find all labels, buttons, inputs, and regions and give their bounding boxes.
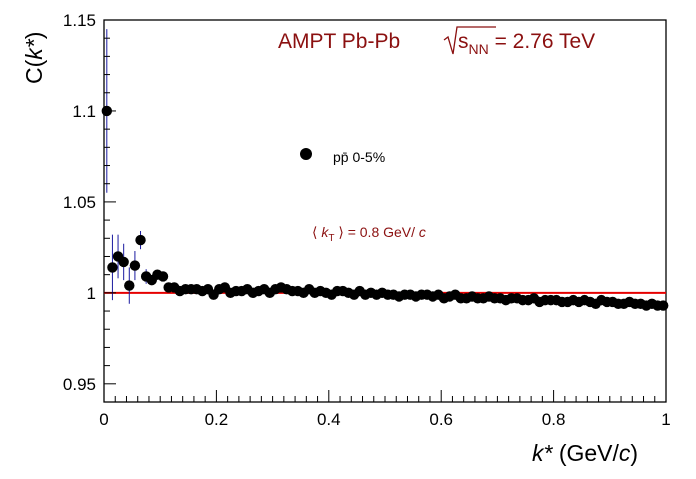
x-tick-layer: 0 0.2 0.4 0.6 0.8 1: [99, 390, 671, 429]
y-tick-label: 0.95: [63, 375, 96, 394]
x-tick-label: 1: [661, 410, 670, 429]
energy-variable: sNN = 2.76 TeV: [458, 30, 595, 57]
data-point: [118, 256, 129, 268]
y-tick-label: 1.05: [63, 193, 96, 212]
x-tick-label: 0.8: [542, 410, 566, 429]
data-point: [129, 260, 141, 271]
chart-title: AMPT Pb-Pb: [278, 30, 400, 53]
data-point-layer: [101, 105, 669, 311]
data-point: [135, 234, 146, 246]
y-tick-label: 1.15: [63, 11, 96, 30]
y-axis-label: C(k*): [21, 32, 47, 84]
kt-annotation: ⟨ kT ⟩ = 0.8 GeV/ c: [312, 224, 426, 244]
energy-label: sNN = 2.76 TeV: [443, 26, 595, 57]
y-tick-label: 1.1: [72, 102, 96, 121]
legend-label: pp̄ 0-5%: [333, 149, 385, 165]
x-tick-label: 0.6: [429, 410, 453, 429]
data-point: [124, 280, 135, 291]
legend-marker: [300, 148, 312, 160]
x-tick-label: 0.2: [205, 410, 229, 429]
data-point: [107, 262, 118, 273]
sqrt-sign: [443, 26, 496, 55]
y-tick-layer: 0.95 1 1.05 1.1 1.15: [63, 11, 116, 403]
data-point: [157, 271, 169, 282]
x-tick-label: 0.4: [317, 410, 341, 429]
plot-frame: [103, 19, 667, 403]
y-tick-label: 1: [87, 284, 96, 303]
x-axis-label: k* (GeV/c): [532, 440, 638, 466]
data-point: [657, 300, 669, 311]
x-tick-label: 0: [99, 410, 108, 429]
